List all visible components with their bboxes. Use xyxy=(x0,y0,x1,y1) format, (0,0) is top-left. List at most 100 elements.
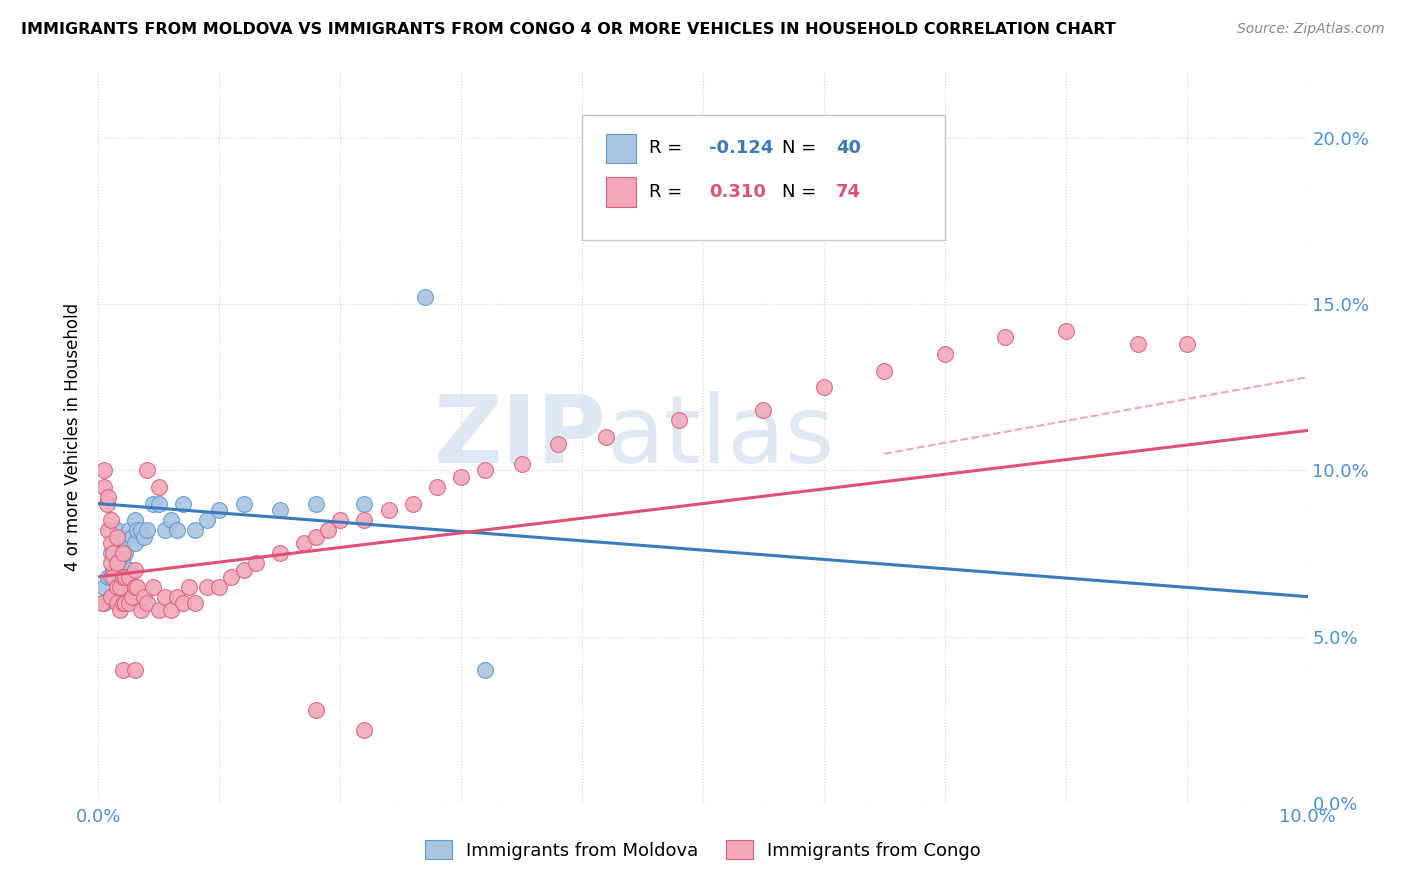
Point xyxy=(93,463,115,477)
Point xyxy=(124,663,146,677)
FancyBboxPatch shape xyxy=(582,115,945,240)
Point xyxy=(105,596,128,610)
Point xyxy=(118,570,141,584)
Point xyxy=(377,503,399,517)
Point xyxy=(752,403,775,417)
Point xyxy=(353,513,375,527)
Point xyxy=(232,563,254,577)
Point xyxy=(114,596,136,610)
Point xyxy=(127,523,149,537)
FancyBboxPatch shape xyxy=(606,178,637,207)
Point xyxy=(118,563,141,577)
Point xyxy=(873,363,896,377)
Legend: Immigrants from Moldova, Immigrants from Congo: Immigrants from Moldova, Immigrants from… xyxy=(418,833,988,867)
Point xyxy=(142,497,165,511)
Point xyxy=(402,497,425,511)
Point xyxy=(93,596,115,610)
Point xyxy=(97,570,120,584)
Point xyxy=(100,557,122,571)
Point xyxy=(195,580,218,594)
Text: -0.124: -0.124 xyxy=(709,139,773,157)
Point xyxy=(105,557,128,571)
Point xyxy=(105,523,128,537)
Text: Source: ZipAtlas.com: Source: ZipAtlas.com xyxy=(1237,22,1385,37)
Point xyxy=(111,546,134,560)
Point xyxy=(148,497,170,511)
Point xyxy=(184,596,207,610)
Point xyxy=(1175,337,1198,351)
Point xyxy=(121,590,143,604)
Point xyxy=(105,580,128,594)
Text: N =: N = xyxy=(782,183,821,201)
Point xyxy=(114,546,136,560)
Point xyxy=(269,503,291,517)
Point xyxy=(134,530,156,544)
Point xyxy=(105,557,128,571)
Point xyxy=(111,570,134,584)
Point xyxy=(134,590,156,604)
Point xyxy=(994,330,1017,344)
FancyBboxPatch shape xyxy=(606,134,637,163)
Point xyxy=(101,570,124,584)
Point xyxy=(97,490,120,504)
Point xyxy=(111,557,134,571)
Point xyxy=(148,480,170,494)
Point xyxy=(114,570,136,584)
Point xyxy=(108,566,131,581)
Point xyxy=(668,413,690,427)
Point xyxy=(153,590,176,604)
Point xyxy=(111,580,134,594)
Point xyxy=(111,536,134,550)
Point xyxy=(474,463,496,477)
Point xyxy=(292,536,315,550)
Text: 0.310: 0.310 xyxy=(709,183,766,201)
Text: R =: R = xyxy=(648,183,688,201)
Point xyxy=(100,536,122,550)
Point xyxy=(305,497,328,511)
Point xyxy=(595,430,617,444)
Point xyxy=(172,596,194,610)
Point xyxy=(160,513,183,527)
Point xyxy=(245,557,267,571)
Point xyxy=(934,347,956,361)
Point xyxy=(668,131,690,145)
Point xyxy=(101,563,124,577)
Point xyxy=(118,523,141,537)
Point xyxy=(111,663,134,677)
Point xyxy=(100,590,122,604)
Point xyxy=(1054,324,1077,338)
Point xyxy=(353,497,375,511)
Point xyxy=(101,546,124,560)
Point xyxy=(195,513,218,527)
Text: 40: 40 xyxy=(837,139,860,157)
Point xyxy=(105,536,128,550)
Point xyxy=(305,530,328,544)
Point xyxy=(208,580,231,594)
Point xyxy=(129,523,152,537)
Point xyxy=(450,470,472,484)
Point xyxy=(208,503,231,517)
Point xyxy=(316,523,339,537)
Point xyxy=(129,603,152,617)
Point xyxy=(813,380,835,394)
Point xyxy=(142,580,165,594)
Text: IMMIGRANTS FROM MOLDOVA VS IMMIGRANTS FROM CONGO 4 OR MORE VEHICLES IN HOUSEHOLD: IMMIGRANTS FROM MOLDOVA VS IMMIGRANTS FR… xyxy=(21,22,1116,37)
Point xyxy=(121,530,143,544)
Point xyxy=(108,603,131,617)
Point xyxy=(166,523,188,537)
Point xyxy=(1128,337,1150,351)
Point xyxy=(510,457,533,471)
Point xyxy=(269,546,291,560)
Text: 74: 74 xyxy=(837,183,860,201)
Point xyxy=(153,523,176,537)
Point xyxy=(118,596,141,610)
Point xyxy=(329,513,352,527)
Point xyxy=(135,596,157,610)
Point xyxy=(148,603,170,617)
Point xyxy=(96,497,118,511)
Point xyxy=(100,590,122,604)
Point xyxy=(105,530,128,544)
Text: atlas: atlas xyxy=(606,391,835,483)
Point xyxy=(221,570,243,584)
Point xyxy=(91,596,114,610)
